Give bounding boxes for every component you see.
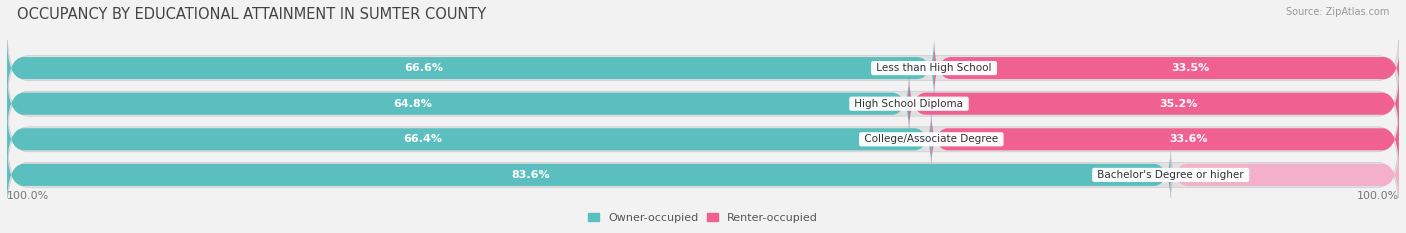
FancyBboxPatch shape	[7, 108, 931, 171]
Text: 33.5%: 33.5%	[1171, 63, 1209, 73]
Text: 64.8%: 64.8%	[394, 99, 433, 109]
Text: 83.6%: 83.6%	[512, 170, 550, 180]
Text: 100.0%: 100.0%	[7, 191, 49, 201]
Text: High School Diploma: High School Diploma	[852, 99, 967, 109]
Text: 66.4%: 66.4%	[404, 134, 443, 144]
Text: Bachelor's Degree or higher: Bachelor's Degree or higher	[1094, 170, 1247, 180]
Text: Source: ZipAtlas.com: Source: ZipAtlas.com	[1285, 7, 1389, 17]
FancyBboxPatch shape	[7, 63, 1399, 145]
FancyBboxPatch shape	[7, 98, 1399, 180]
Text: 100.0%: 100.0%	[1357, 191, 1399, 201]
FancyBboxPatch shape	[934, 36, 1400, 100]
FancyBboxPatch shape	[7, 134, 1399, 216]
FancyBboxPatch shape	[7, 27, 1399, 109]
Text: 35.2%: 35.2%	[1160, 99, 1198, 109]
Text: 33.6%: 33.6%	[1170, 134, 1208, 144]
Text: Less than High School: Less than High School	[873, 63, 995, 73]
FancyBboxPatch shape	[7, 72, 910, 135]
FancyBboxPatch shape	[910, 72, 1399, 135]
FancyBboxPatch shape	[1171, 143, 1399, 207]
Text: OCCUPANCY BY EDUCATIONAL ATTAINMENT IN SUMTER COUNTY: OCCUPANCY BY EDUCATIONAL ATTAINMENT IN S…	[17, 7, 486, 22]
Legend: Owner-occupied, Renter-occupied: Owner-occupied, Renter-occupied	[583, 208, 823, 227]
Text: College/Associate Degree: College/Associate Degree	[860, 134, 1001, 144]
FancyBboxPatch shape	[7, 143, 1171, 207]
FancyBboxPatch shape	[931, 108, 1399, 171]
FancyBboxPatch shape	[7, 36, 934, 100]
Text: 66.6%: 66.6%	[405, 63, 444, 73]
